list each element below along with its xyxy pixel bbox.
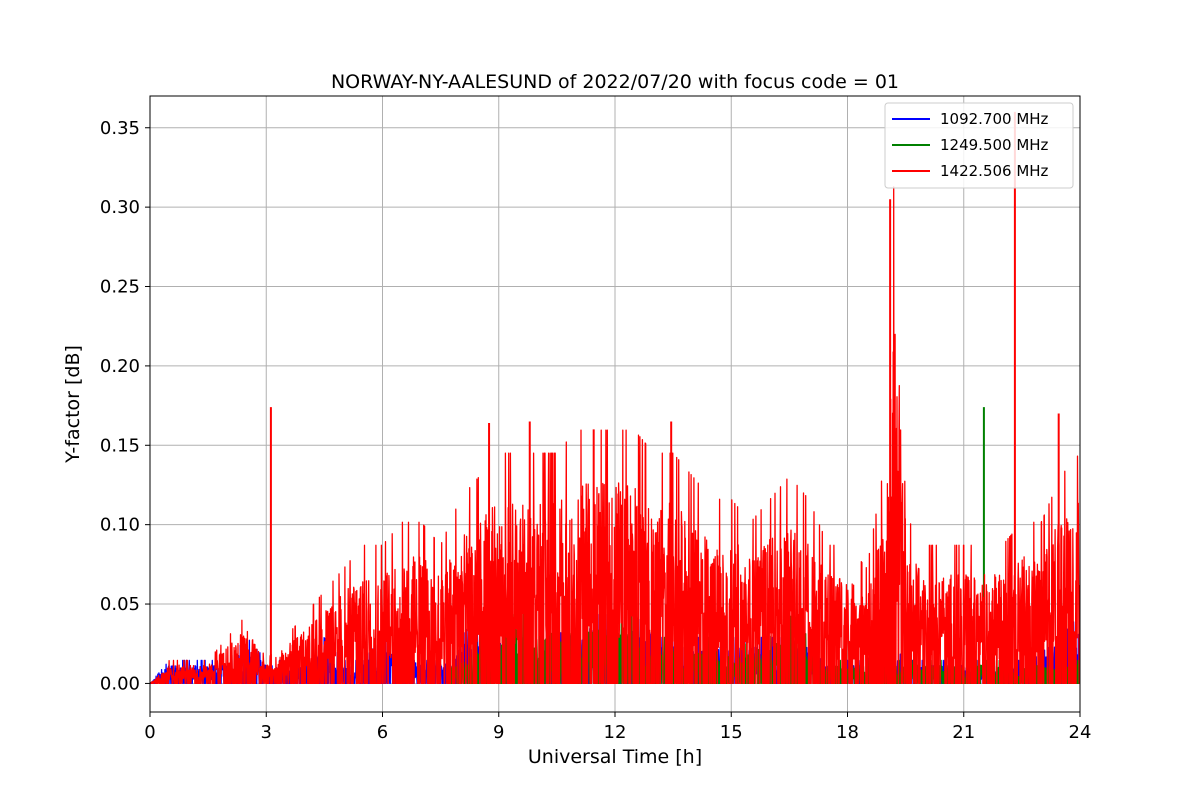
y-tick-label: 0.20 [100, 356, 140, 377]
x-axis-label: Universal Time [h] [528, 746, 702, 768]
x-tick-label: 18 [836, 722, 859, 743]
ticks: 0 3 6 9 12 15 18 21 24 0.00 0.05 0.10 0.15 0.20 0.25 0.… [100, 118, 1092, 743]
x-tick-label: 24 [1069, 722, 1092, 743]
series-line-2 [150, 186, 1080, 685]
x-tick-label: 0 [144, 722, 155, 743]
x-tick-label: 3 [261, 722, 272, 743]
legend-box [884, 102, 1074, 189]
y-tick-label: 0.00 [100, 673, 140, 694]
plot-area [150, 111, 1080, 685]
legend-label-1092: 1092.700 MHz [940, 110, 1049, 128]
y-tick-label: 0.30 [100, 197, 140, 218]
x-tick-label: 21 [952, 722, 975, 743]
legend: 1092.700 MHz 1249.500 MHz 1422.506 MHz [884, 102, 1074, 189]
series-2 [150, 111, 1080, 685]
y-tick-label: 0.10 [100, 515, 140, 536]
y-axis-label: Y-factor [dB] [62, 345, 84, 464]
x-tick-label: 6 [377, 722, 388, 743]
chart-title: NORWAY-NY-AALESUND of 2022/07/20 with fo… [331, 71, 899, 93]
x-tick-label: 15 [720, 722, 743, 743]
x-tick-label: 12 [604, 722, 627, 743]
x-tick-label: 9 [493, 722, 504, 743]
y-tick-label: 0.15 [100, 435, 140, 456]
y-tick-label: 0.35 [100, 118, 140, 139]
legend-label-1249: 1249.500 MHz [940, 136, 1049, 154]
y-tick-label: 0.25 [100, 277, 140, 298]
legend-label-1422: 1422.506 MHz [940, 162, 1049, 180]
y-tick-label: 0.05 [100, 594, 140, 615]
